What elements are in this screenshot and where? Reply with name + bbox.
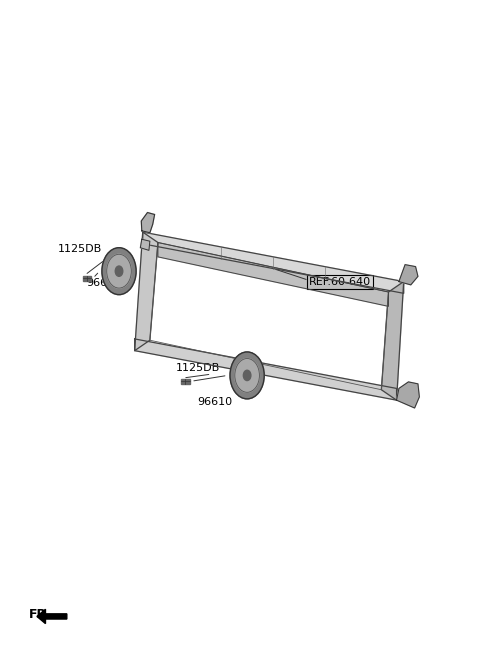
Polygon shape bbox=[143, 232, 404, 293]
Polygon shape bbox=[141, 213, 155, 233]
Text: 1125DB: 1125DB bbox=[176, 363, 220, 373]
Polygon shape bbox=[396, 382, 420, 408]
Polygon shape bbox=[399, 265, 418, 285]
Text: REF.60-640: REF.60-640 bbox=[309, 277, 371, 287]
Text: FR.: FR. bbox=[29, 608, 52, 622]
Bar bbox=[181, 378, 190, 384]
Polygon shape bbox=[158, 242, 388, 306]
Circle shape bbox=[243, 371, 251, 380]
FancyArrow shape bbox=[37, 609, 67, 623]
Polygon shape bbox=[382, 282, 404, 400]
Polygon shape bbox=[135, 232, 158, 351]
Text: 96620: 96620 bbox=[86, 278, 121, 288]
Polygon shape bbox=[140, 239, 150, 250]
Circle shape bbox=[115, 266, 123, 277]
Text: 96610: 96610 bbox=[197, 397, 232, 407]
Circle shape bbox=[230, 352, 264, 399]
Polygon shape bbox=[135, 339, 396, 400]
Circle shape bbox=[235, 359, 259, 392]
Circle shape bbox=[107, 254, 132, 288]
Text: 1125DB: 1125DB bbox=[57, 244, 102, 254]
Circle shape bbox=[102, 248, 136, 294]
Bar bbox=[83, 276, 92, 281]
